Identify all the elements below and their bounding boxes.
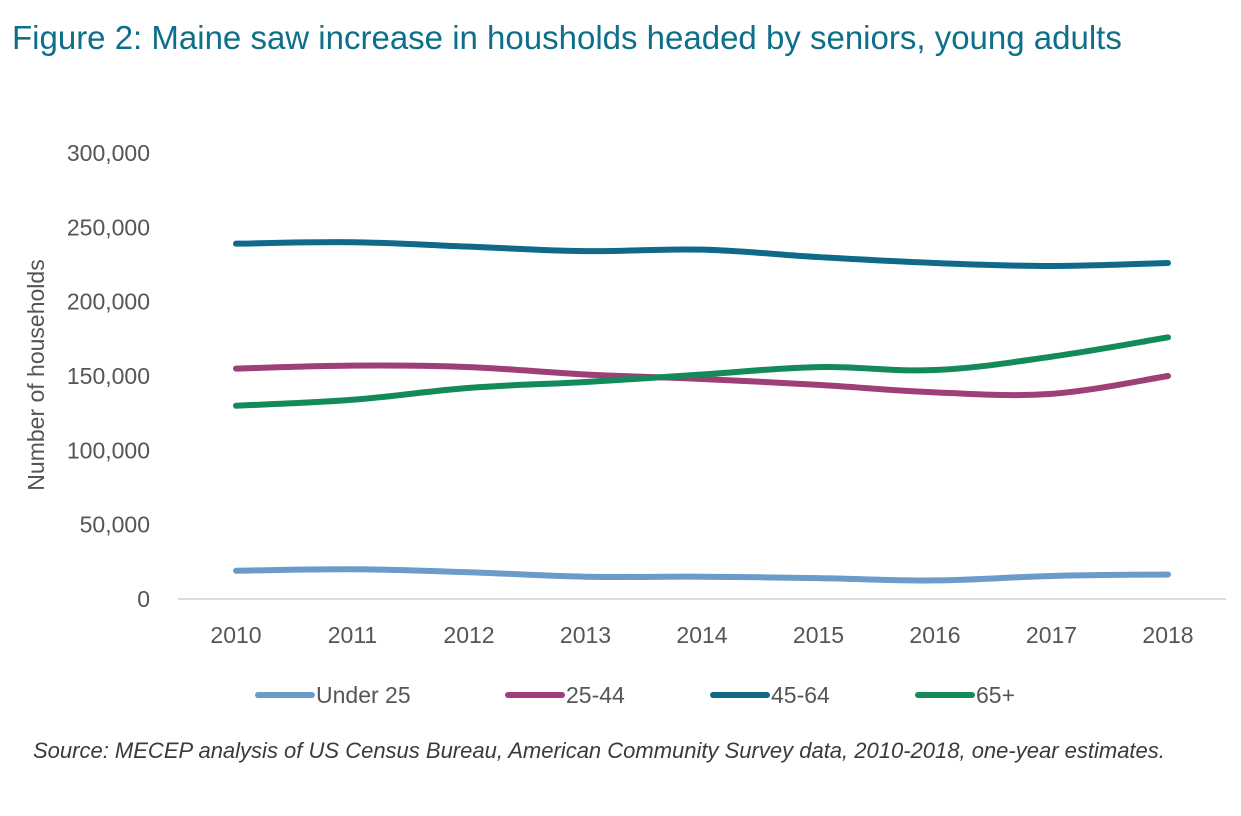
legend-label-under-25: Under 25 [316,682,411,708]
x-tick-label: 2014 [676,622,727,648]
y-tick-label: 250,000 [67,214,150,240]
series-line-under-25 [233,566,1171,584]
x-tick-label: 2013 [560,622,611,648]
y-tick-label: 0 [137,586,150,612]
legend-label-25-44: 25-44 [566,682,625,708]
x-tick-label: 2016 [909,622,960,648]
y-tick-label: 50,000 [80,512,150,538]
series-line-65 [233,334,1171,409]
legend-label-45-64: 45-64 [771,682,830,708]
source-note: Source: MECEP analysis of US Census Bure… [33,738,1165,763]
x-tick-label: 2017 [1026,622,1077,648]
y-tick-label: 200,000 [67,289,150,315]
x-tick-label: 2011 [328,622,377,648]
x-tick-label: 2015 [793,622,844,648]
chart-title: Figure 2: Maine saw increase in houshold… [12,19,1122,56]
series-lines [233,239,1171,584]
y-tick-label: 300,000 [67,140,150,166]
y-tick-label: 100,000 [67,437,150,463]
legend: Under 25 25-44 45-64 65+ [255,682,1015,708]
legend-label-65: 65+ [976,682,1015,708]
x-axis: 2010 2011 2012 2013 2014 2015 2016 2017 2018 [210,622,1193,648]
x-tick-label: 2012 [443,622,494,648]
y-axis-label: Number of households [23,259,49,490]
series-line-25-44 [233,362,1171,399]
series-line-45-64 [233,239,1171,269]
x-tick-label: 2010 [210,622,261,648]
y-tick-label: 150,000 [67,363,150,389]
y-axis: 0 50,000 100,000 150,000 200,000 250,000 300,0… [67,140,150,612]
x-tick-label: 2018 [1142,622,1193,648]
